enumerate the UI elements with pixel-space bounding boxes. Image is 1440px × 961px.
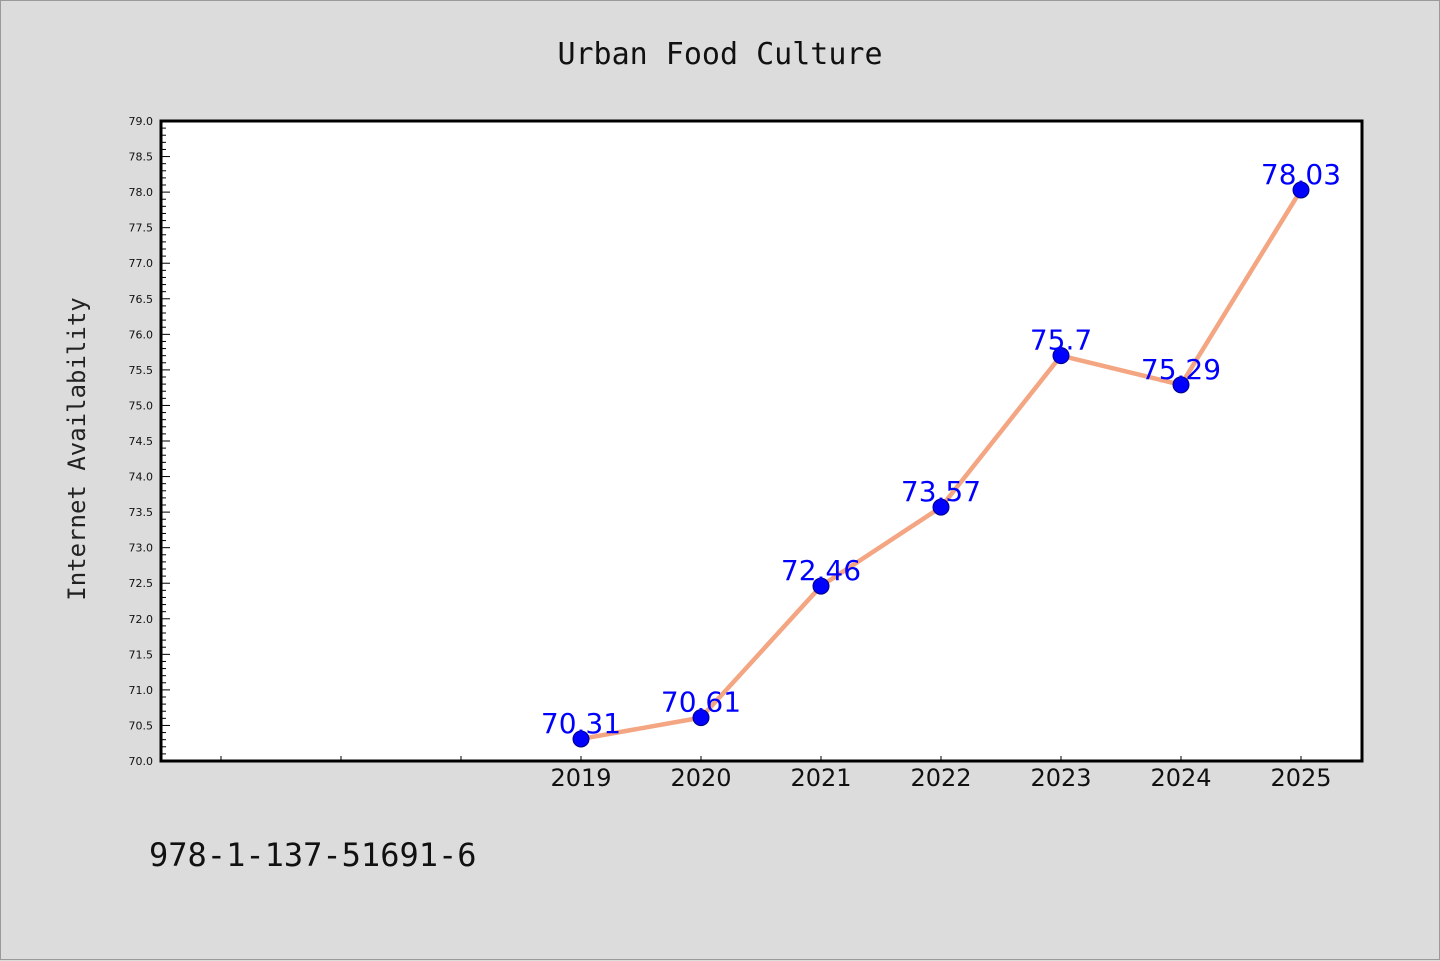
data-label: 70.61 [661, 686, 741, 719]
y-tick-label: 79.0 [129, 115, 154, 128]
y-tick-label: 71.0 [129, 684, 154, 697]
x-axis-ticks: 2019 2020 2021 2022 2023 2024 2025 [220, 756, 1332, 792]
x-tick-label: 2021 [790, 764, 851, 792]
x-tick-label: 2023 [1030, 764, 1091, 792]
data-labels: 70.31 70.61 72.46 73.57 75.7 75.29 78.03 [541, 158, 1341, 740]
y-tick-label: 78.5 [129, 151, 154, 164]
isbn-footer: 978-1-137-51691-6 [149, 836, 477, 874]
y-tick-label: 72.0 [129, 613, 154, 626]
data-label: 78.03 [1261, 158, 1341, 191]
data-point [1052, 347, 1070, 365]
y-tick-label: 73.5 [129, 506, 154, 519]
x-tick-label: 2025 [1270, 764, 1331, 792]
data-label: 75.7 [1030, 324, 1092, 357]
data-label: 75.29 [1141, 353, 1221, 386]
x-tick-label: 2020 [670, 764, 731, 792]
data-label: 72.46 [781, 554, 861, 587]
y-tick-label: 77.0 [129, 257, 154, 270]
y-tick-label: 78.0 [129, 186, 154, 199]
y-tick-label: 74.5 [129, 435, 154, 448]
y-tick-label: 75.0 [129, 399, 154, 412]
y-axis-label: Internet Availability [63, 297, 91, 600]
x-tick-label: 2024 [1150, 764, 1211, 792]
chart-title: Urban Food Culture [557, 37, 882, 72]
y-tick-label: 75.5 [129, 364, 154, 377]
y-tick-label: 76.5 [129, 293, 154, 306]
data-point [572, 730, 590, 748]
y-tick-label: 77.5 [129, 222, 154, 235]
x-tick-label: 2022 [910, 764, 971, 792]
data-point [1292, 181, 1310, 199]
y-tick-label: 73.0 [129, 542, 154, 555]
y-tick-label: 71.5 [129, 648, 154, 661]
y-tick-label: 72.5 [129, 577, 154, 590]
data-point [692, 709, 710, 727]
y-tick-label: 70.5 [129, 719, 154, 732]
data-point [932, 498, 950, 516]
y-tick-label: 74.0 [129, 471, 154, 484]
y-tick-label: 76.0 [129, 328, 154, 341]
y-tick-label: 70.0 [129, 755, 154, 768]
data-point [1172, 376, 1190, 394]
data-point [812, 577, 830, 595]
x-tick-label: 2019 [550, 764, 611, 792]
data-label: 70.31 [541, 707, 621, 740]
plot-area [159, 119, 1364, 763]
y-axis-ticks: 70.0 70.5 71.0 71.5 72.0 72.5 73.0 73.5 74.0 74.5… [129, 115, 170, 768]
series-layer [572, 181, 1310, 748]
data-label: 73.57 [901, 475, 981, 508]
